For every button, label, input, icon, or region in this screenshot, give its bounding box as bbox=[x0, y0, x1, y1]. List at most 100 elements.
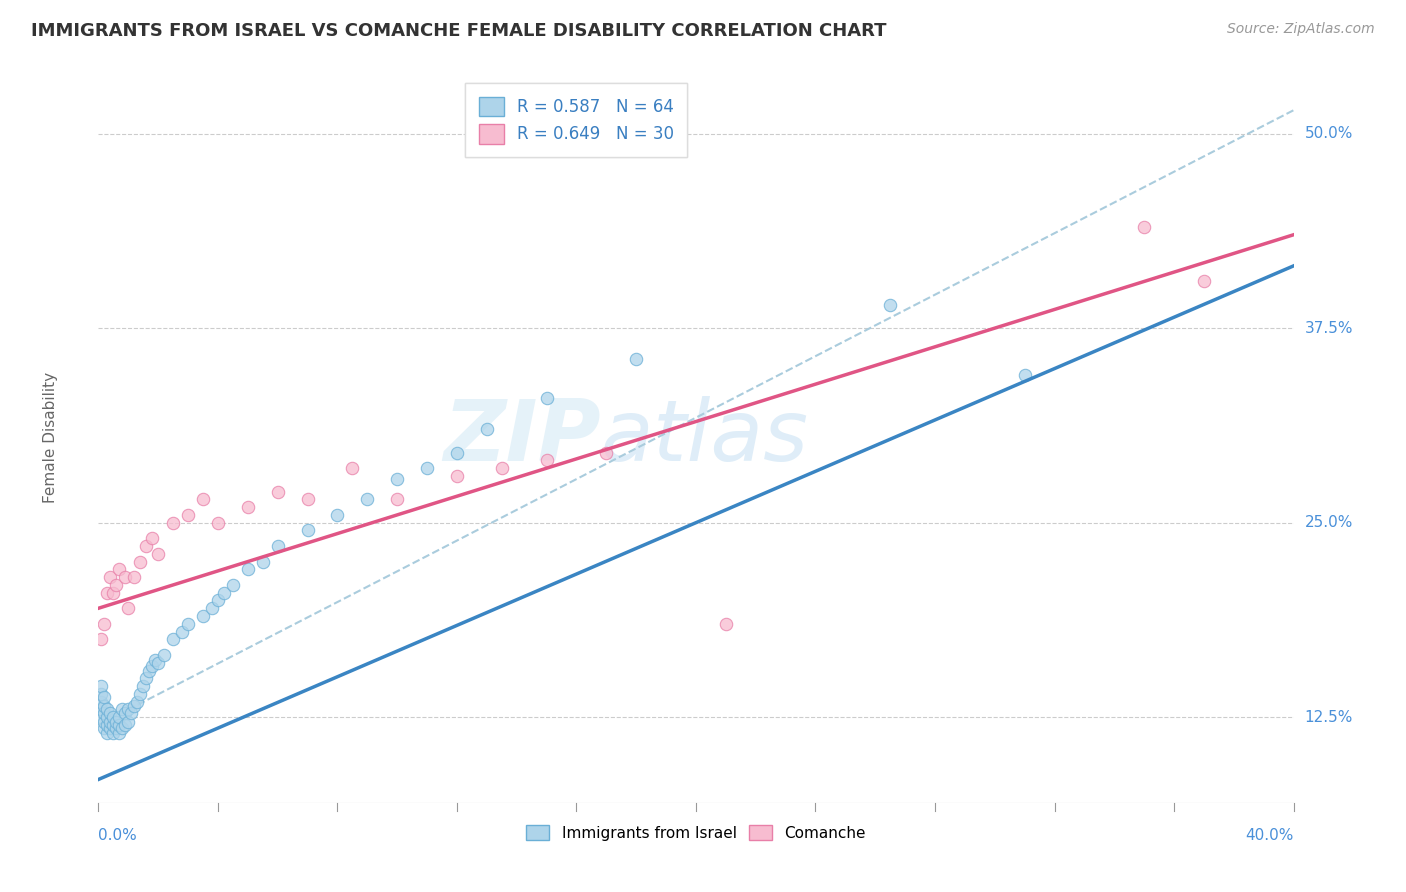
Point bbox=[297, 524, 319, 538]
Point bbox=[105, 721, 128, 735]
Point bbox=[191, 609, 214, 624]
Point bbox=[297, 492, 319, 507]
Point bbox=[132, 679, 155, 693]
Point bbox=[595, 445, 617, 459]
Text: 40.0%: 40.0% bbox=[1246, 828, 1294, 843]
Point bbox=[191, 492, 214, 507]
Point bbox=[207, 593, 229, 607]
Point bbox=[138, 664, 160, 678]
Point bbox=[93, 699, 115, 714]
Point bbox=[108, 718, 131, 732]
Point bbox=[117, 702, 139, 716]
Text: 12.5%: 12.5% bbox=[1305, 710, 1353, 724]
Point bbox=[177, 508, 200, 522]
Point bbox=[326, 508, 349, 522]
Point bbox=[446, 469, 468, 483]
Point bbox=[124, 570, 146, 584]
Point bbox=[356, 492, 378, 507]
Point bbox=[93, 714, 115, 729]
Point bbox=[714, 616, 737, 631]
Point bbox=[177, 616, 200, 631]
Point bbox=[1133, 219, 1156, 234]
Point bbox=[96, 585, 118, 599]
Point bbox=[111, 702, 134, 716]
Point bbox=[626, 352, 648, 367]
Point bbox=[105, 578, 128, 592]
Point bbox=[135, 539, 157, 553]
Point bbox=[93, 616, 115, 631]
Point bbox=[267, 484, 290, 499]
Point bbox=[207, 516, 229, 530]
Point bbox=[103, 718, 125, 732]
Point bbox=[143, 652, 166, 666]
Point bbox=[385, 492, 409, 507]
Point bbox=[212, 585, 235, 599]
Point bbox=[108, 562, 131, 576]
Point bbox=[141, 658, 163, 673]
Text: IMMIGRANTS FROM ISRAEL VS COMANCHE FEMALE DISABILITY CORRELATION CHART: IMMIGRANTS FROM ISRAEL VS COMANCHE FEMAL… bbox=[31, 22, 886, 40]
Point bbox=[135, 671, 157, 685]
Point bbox=[108, 725, 131, 739]
Text: 50.0%: 50.0% bbox=[1305, 126, 1353, 141]
Point bbox=[96, 725, 118, 739]
Point bbox=[475, 422, 498, 436]
Point bbox=[93, 690, 115, 704]
Point bbox=[98, 714, 122, 729]
Point bbox=[141, 531, 163, 545]
Point bbox=[153, 648, 176, 662]
Point bbox=[90, 695, 112, 709]
Point bbox=[90, 687, 112, 701]
Point bbox=[129, 555, 152, 569]
Point bbox=[124, 699, 146, 714]
Point bbox=[98, 706, 122, 720]
Point bbox=[90, 632, 112, 647]
Point bbox=[96, 710, 118, 724]
Point bbox=[236, 562, 259, 576]
Point bbox=[117, 601, 139, 615]
Text: Source: ZipAtlas.com: Source: ZipAtlas.com bbox=[1227, 22, 1375, 37]
Point bbox=[98, 570, 122, 584]
Text: ZIP: ZIP bbox=[443, 395, 600, 479]
Point bbox=[879, 298, 901, 312]
Point bbox=[1014, 368, 1036, 382]
Point bbox=[1192, 275, 1215, 289]
Point bbox=[148, 547, 170, 561]
Point bbox=[536, 453, 558, 467]
Text: atlas: atlas bbox=[600, 395, 808, 479]
Point bbox=[117, 714, 139, 729]
Point bbox=[103, 725, 125, 739]
Point bbox=[98, 721, 122, 735]
Point bbox=[114, 718, 136, 732]
Point bbox=[93, 721, 115, 735]
Point bbox=[90, 679, 112, 693]
Point bbox=[172, 624, 194, 639]
Point bbox=[105, 714, 128, 729]
Point bbox=[90, 702, 112, 716]
Point bbox=[201, 601, 224, 615]
Point bbox=[96, 718, 118, 732]
Point bbox=[103, 585, 125, 599]
Point bbox=[162, 632, 184, 647]
Point bbox=[252, 555, 274, 569]
Point bbox=[236, 500, 259, 515]
Point bbox=[114, 570, 136, 584]
Point bbox=[446, 445, 468, 459]
Text: 37.5%: 37.5% bbox=[1305, 320, 1353, 335]
Text: 0.0%: 0.0% bbox=[98, 828, 138, 843]
Legend: R = 0.587   N = 64, R = 0.649   N = 30: R = 0.587 N = 64, R = 0.649 N = 30 bbox=[465, 83, 688, 157]
Text: Female Disability: Female Disability bbox=[44, 371, 58, 503]
Point bbox=[162, 516, 184, 530]
Point bbox=[416, 461, 439, 475]
Text: 25.0%: 25.0% bbox=[1305, 516, 1353, 530]
Point bbox=[129, 687, 152, 701]
Point bbox=[111, 721, 134, 735]
Point bbox=[120, 706, 142, 720]
Point bbox=[103, 710, 125, 724]
Point bbox=[127, 695, 149, 709]
Point bbox=[342, 461, 364, 475]
Point bbox=[108, 710, 131, 724]
Point bbox=[90, 710, 112, 724]
Point bbox=[267, 539, 290, 553]
Point bbox=[385, 472, 409, 486]
Point bbox=[222, 578, 245, 592]
